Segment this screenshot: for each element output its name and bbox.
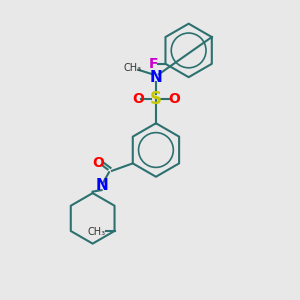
Text: N: N: [150, 70, 162, 85]
Text: O: O: [132, 92, 144, 106]
Text: N: N: [95, 178, 108, 193]
Text: CH₃: CH₃: [123, 63, 141, 73]
Text: CH₃: CH₃: [88, 227, 106, 238]
Text: S: S: [150, 91, 162, 109]
Text: F: F: [149, 57, 158, 71]
Text: O: O: [93, 156, 104, 170]
Text: O: O: [168, 92, 180, 106]
